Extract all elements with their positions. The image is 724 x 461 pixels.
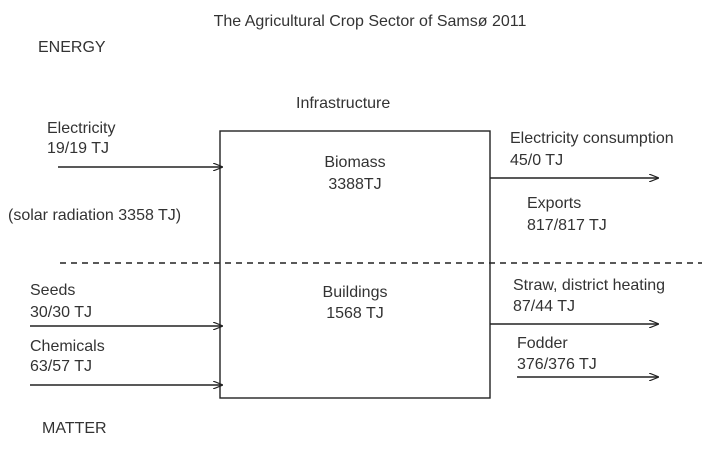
output-name: Electricity consumption [510,130,674,147]
input-value: 30/30 TJ [30,304,92,321]
input-value: 19/19 TJ [47,140,109,157]
matter-label: MATTER [42,420,107,437]
note: (solar radiation 3358 TJ) [8,207,181,224]
box-top-name: Biomass [324,154,385,171]
box [219,130,491,399]
output-value: 376/376 TJ [517,356,597,373]
box-bottom-value: 1568 TJ [326,305,384,322]
output-name: Fodder [517,335,568,352]
energy-label: ENERGY [38,39,106,56]
input-name: Seeds [30,282,75,299]
infrastructure-label: Infrastructure [296,95,390,112]
output-value: 87/44 TJ [513,298,575,315]
output-value: 45/0 TJ [510,152,563,169]
box-bottom-name: Buildings [323,284,388,301]
title: The Agricultural Crop Sector of Samsø 20… [214,13,527,30]
output-name: Straw, district heating [513,277,665,294]
output-value: 817/817 TJ [527,217,607,234]
input-name: Chemicals [30,338,105,355]
input-value: 63/57 TJ [30,358,92,375]
input-name: Electricity [47,120,115,137]
box-top-value: 3388TJ [328,176,381,193]
output-name: Exports [527,195,581,212]
